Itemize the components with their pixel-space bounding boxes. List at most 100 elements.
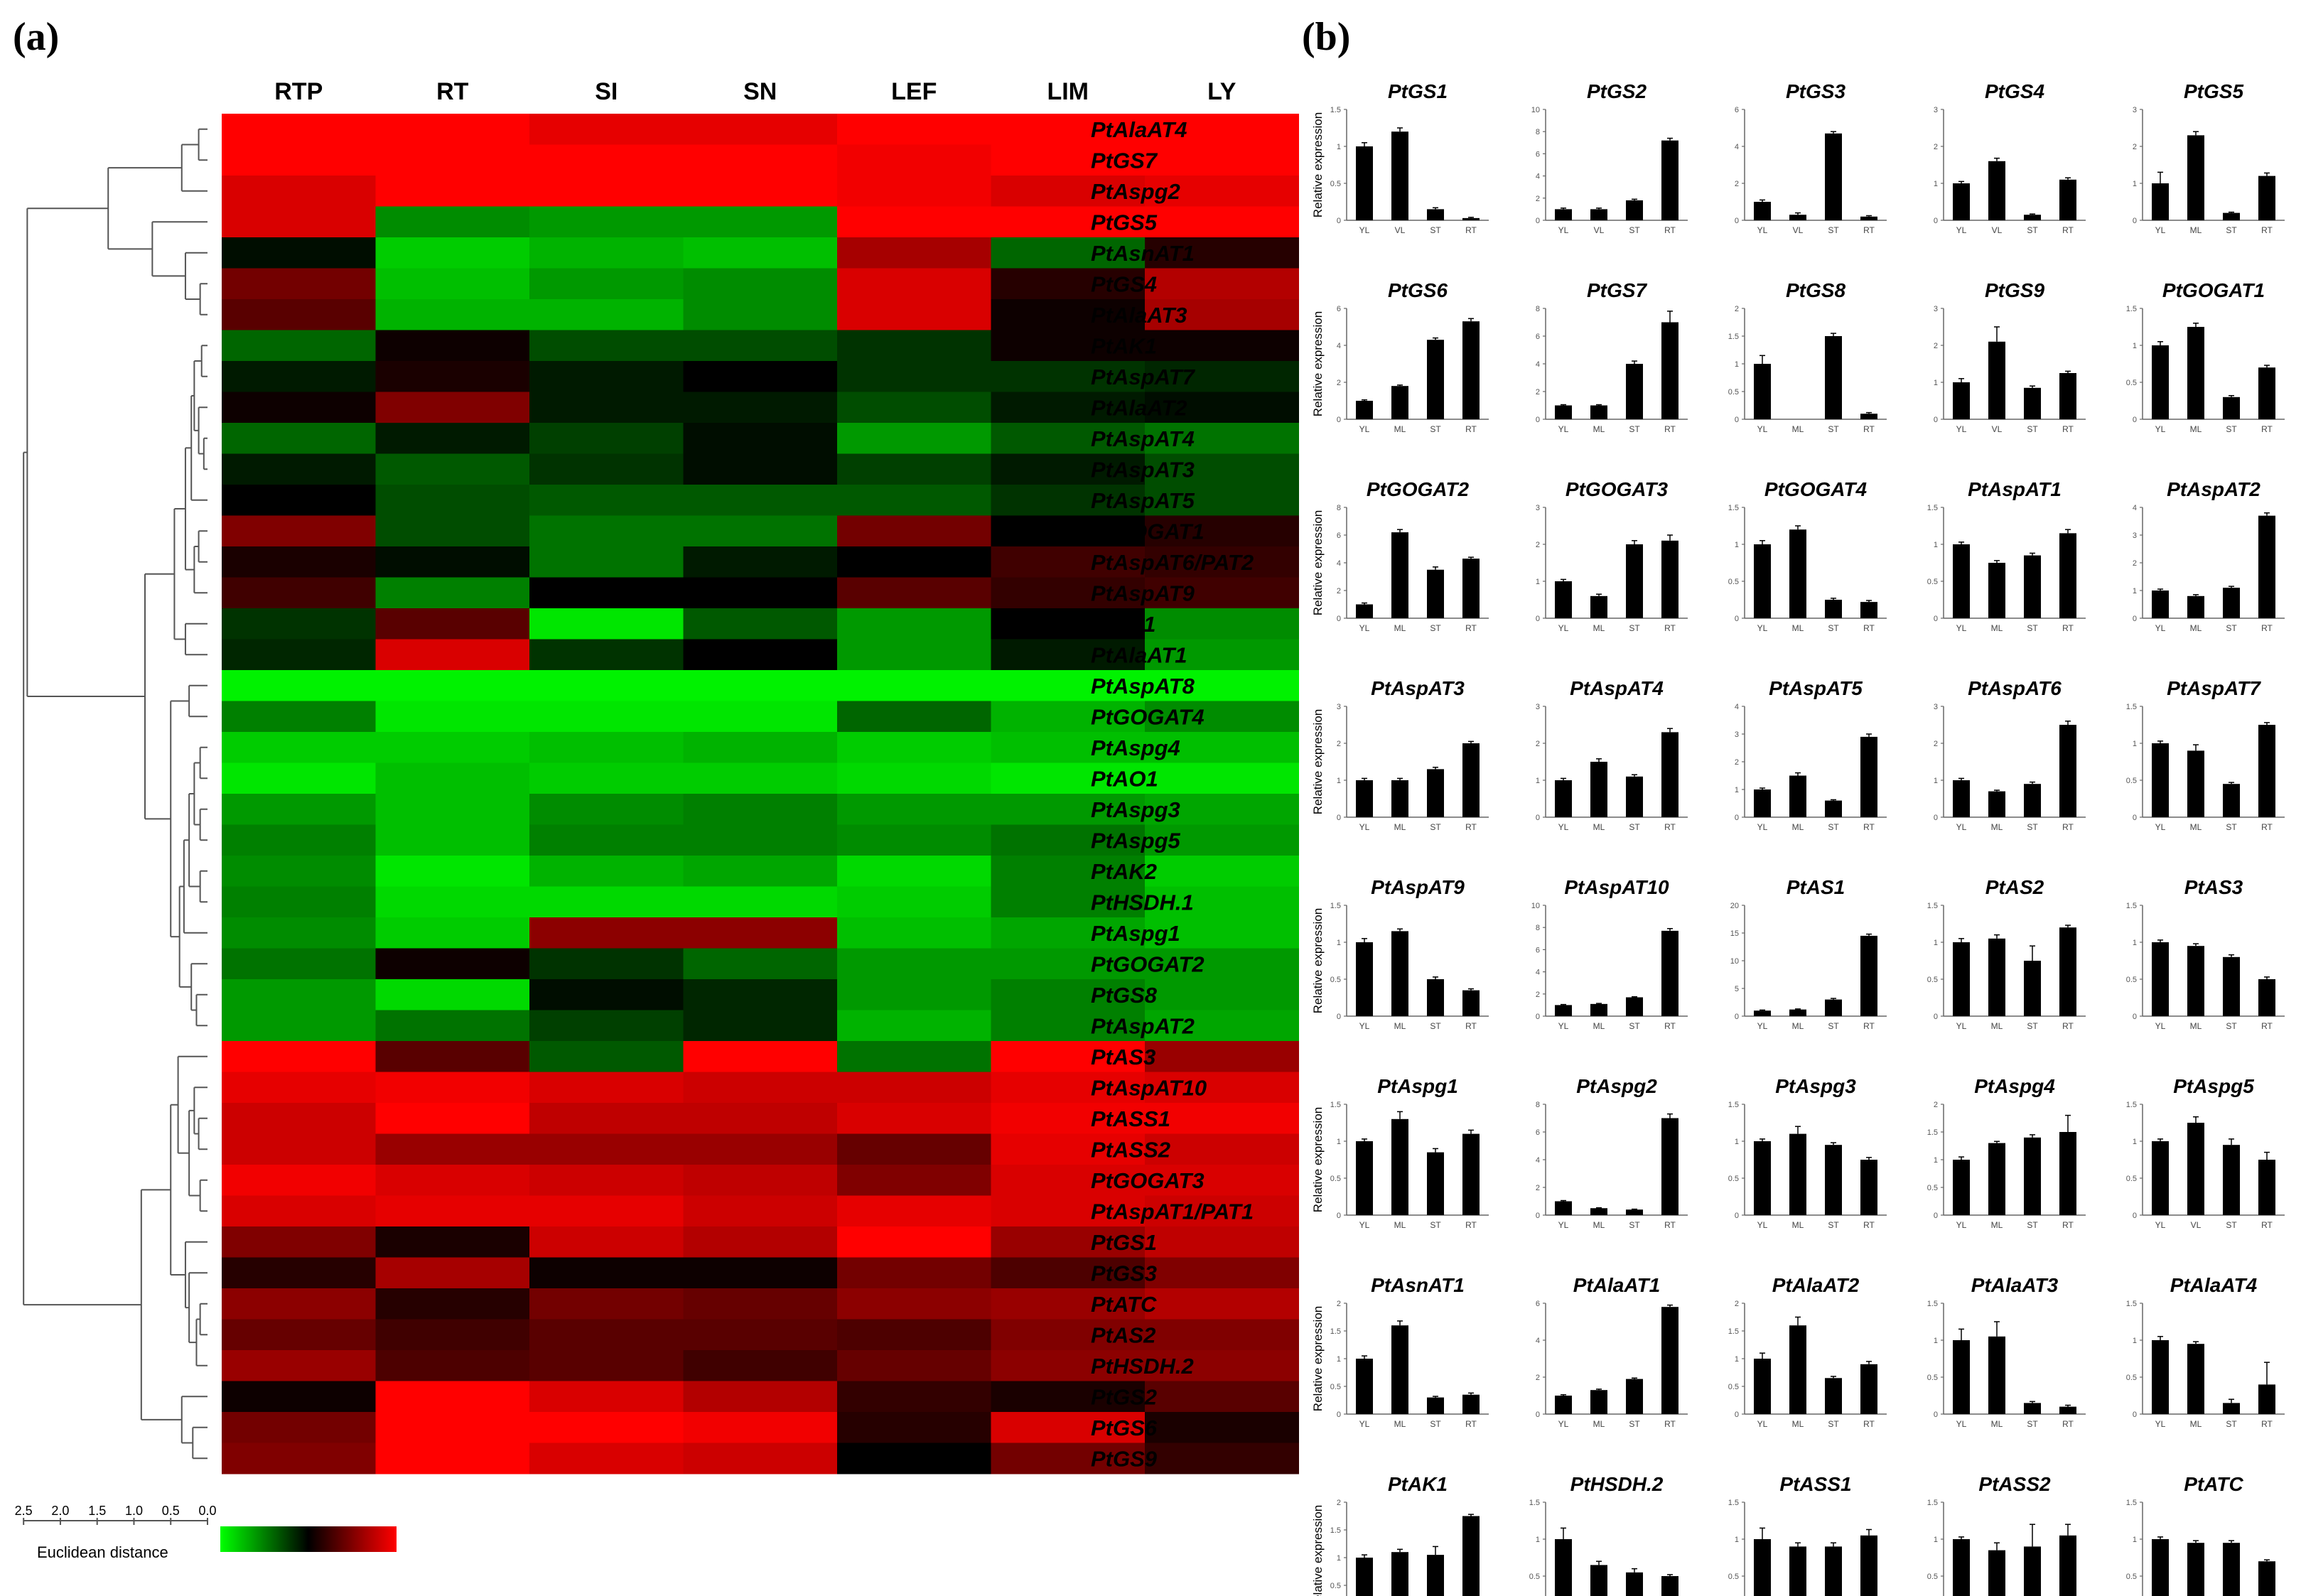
x-tick-label: RT — [2062, 1419, 2074, 1429]
heatmap-cell — [991, 1072, 1146, 1104]
y-tick-label: 1.5 — [1728, 504, 1739, 512]
x-tick-label: ML — [1991, 1220, 2003, 1230]
heatmap-cell — [837, 856, 991, 887]
y-tick-label: 4 — [1735, 703, 1739, 711]
heatmap-cell — [991, 1350, 1146, 1381]
y-tick-label: 0 — [1536, 1013, 1540, 1021]
heatmap-cell — [837, 268, 991, 300]
heatmap-row-label: PtAspAT2 — [1091, 1013, 1195, 1038]
bar — [1356, 1558, 1373, 1596]
heatmap-cell — [529, 824, 684, 856]
y-tick-label: 1 — [1735, 1138, 1739, 1146]
heatmap-row-label: PtASS1 — [1091, 1106, 1170, 1131]
heatmap-cell — [683, 206, 838, 238]
heatmap-cell — [837, 485, 991, 516]
heatmap-cell — [1145, 1195, 1299, 1227]
heatmap-cell — [837, 1133, 991, 1165]
bar — [2187, 135, 2204, 220]
y-tick-label: 6 — [1536, 1128, 1540, 1137]
y-tick-label: 3 — [2133, 532, 2137, 540]
heatmap-cell — [529, 1195, 684, 1227]
heatmap-cell — [1145, 1443, 1299, 1474]
heatmap-cell — [683, 1165, 838, 1196]
heatmap-cell — [222, 1381, 376, 1413]
x-tick-label: YL — [1558, 1021, 1569, 1031]
bar-chart-title: PtASS1 — [1779, 1473, 1851, 1495]
x-tick-label: YL — [1956, 1419, 1967, 1429]
heatmap-cell — [837, 144, 991, 176]
y-tick-label: 1 — [2133, 1337, 2137, 1345]
heatmap-cell — [529, 670, 684, 701]
bar — [2059, 927, 2076, 1016]
heatmap-cell — [683, 670, 838, 701]
heatmap-cell — [991, 670, 1146, 701]
heatmap-cell — [529, 361, 684, 392]
heatmap-cell — [991, 886, 1146, 918]
y-tick-label: 10 — [1531, 106, 1540, 114]
heatmap-row-label: PtGS6 — [1091, 1416, 1158, 1440]
x-tick-label: YL — [1558, 225, 1569, 235]
heatmap-cell — [375, 1103, 530, 1134]
heatmap-cell — [683, 1103, 838, 1134]
heatmap-cell — [837, 237, 991, 269]
heatmap-cell — [683, 856, 838, 887]
bar — [2024, 215, 2041, 220]
heatmap-row-label: PtAO1 — [1091, 766, 1158, 791]
heatmap-cell — [991, 1103, 1146, 1134]
bar-chart: PtAlaAT2 0 0.5 1 1.5 2 YL ML ST RT — [1728, 1274, 1887, 1429]
bar — [1789, 775, 1806, 817]
heatmap-cell — [222, 144, 376, 176]
heatmap-cell — [991, 546, 1146, 578]
heatmap-cell — [991, 1041, 1146, 1072]
y-tick-label: 0 — [2133, 1411, 2137, 1419]
bar — [1953, 1340, 1970, 1414]
heatmap-cell — [375, 423, 530, 454]
heatmap-cell — [375, 515, 530, 547]
heatmap-cell — [837, 1165, 991, 1196]
y-tick-label: 0 — [1934, 1013, 1938, 1021]
x-tick-label: RT — [1863, 822, 1875, 832]
y-tick-label: 8 — [1536, 1101, 1540, 1109]
heatmap-row-label: PtAS3 — [1091, 1045, 1155, 1069]
heatmap-row-label: PtAK2 — [1091, 859, 1157, 884]
bar-chart-title: PtAspAT10 — [1564, 876, 1669, 898]
y-tick-label: 1 — [1735, 1355, 1739, 1364]
bar — [1789, 1546, 1806, 1596]
bar — [1661, 930, 1678, 1016]
heatmap-cell — [1145, 1010, 1299, 1042]
bar — [1661, 1307, 1678, 1414]
y-tick-label: 0.5 — [2126, 1374, 2137, 1382]
y-tick-label: 5 — [1735, 985, 1739, 993]
bar-chart-title: PtAS1 — [1787, 876, 1845, 898]
bar — [1590, 1565, 1607, 1596]
x-tick-label: ST — [1629, 822, 1640, 832]
bar — [1988, 161, 2005, 220]
x-tick-label: ML — [1593, 623, 1605, 633]
y-tick-label: 0.5 — [1927, 1184, 1938, 1192]
heatmap-cell — [837, 979, 991, 1010]
y-tick-label: 1 — [1337, 1554, 1341, 1563]
bar — [1860, 1364, 1877, 1414]
y-tick-label: 8 — [1536, 924, 1540, 932]
x-tick-label: ML — [1593, 1220, 1605, 1230]
bar — [1953, 544, 1970, 618]
bar — [1988, 1143, 2005, 1215]
bar-chart-title: PtGOGAT1 — [2162, 279, 2265, 301]
bar — [1356, 780, 1373, 817]
heatmap-cell — [1145, 144, 1299, 176]
bar — [2152, 942, 2169, 1016]
bar — [1555, 1539, 1572, 1596]
y-tick-label: 1 — [1934, 180, 1938, 188]
heatmap-cell — [991, 856, 1146, 887]
bar-chart: PtGS6 Relative expression 0 2 4 6 YL ML ST RT — [1311, 279, 1489, 434]
dendrogram-tick-label: 1.5 — [88, 1504, 106, 1518]
bar-chart: PtAspAT10 0 2 4 6 8 10 YL ML ST RT — [1531, 876, 1688, 1031]
x-tick-label: RT — [2261, 623, 2273, 633]
heatmap-cell — [529, 762, 684, 794]
bar-chart-title: PtAspg4 — [1974, 1075, 2055, 1097]
heatmap-cell — [529, 1010, 684, 1042]
heatmap-cell — [222, 979, 376, 1010]
bar — [1661, 140, 1678, 220]
bar-chart: PtGS8 0 0.5 1 1.5 2 YL ML ST RT — [1728, 279, 1887, 434]
heatmap-row-label: PtAlaAT2 — [1091, 395, 1187, 420]
